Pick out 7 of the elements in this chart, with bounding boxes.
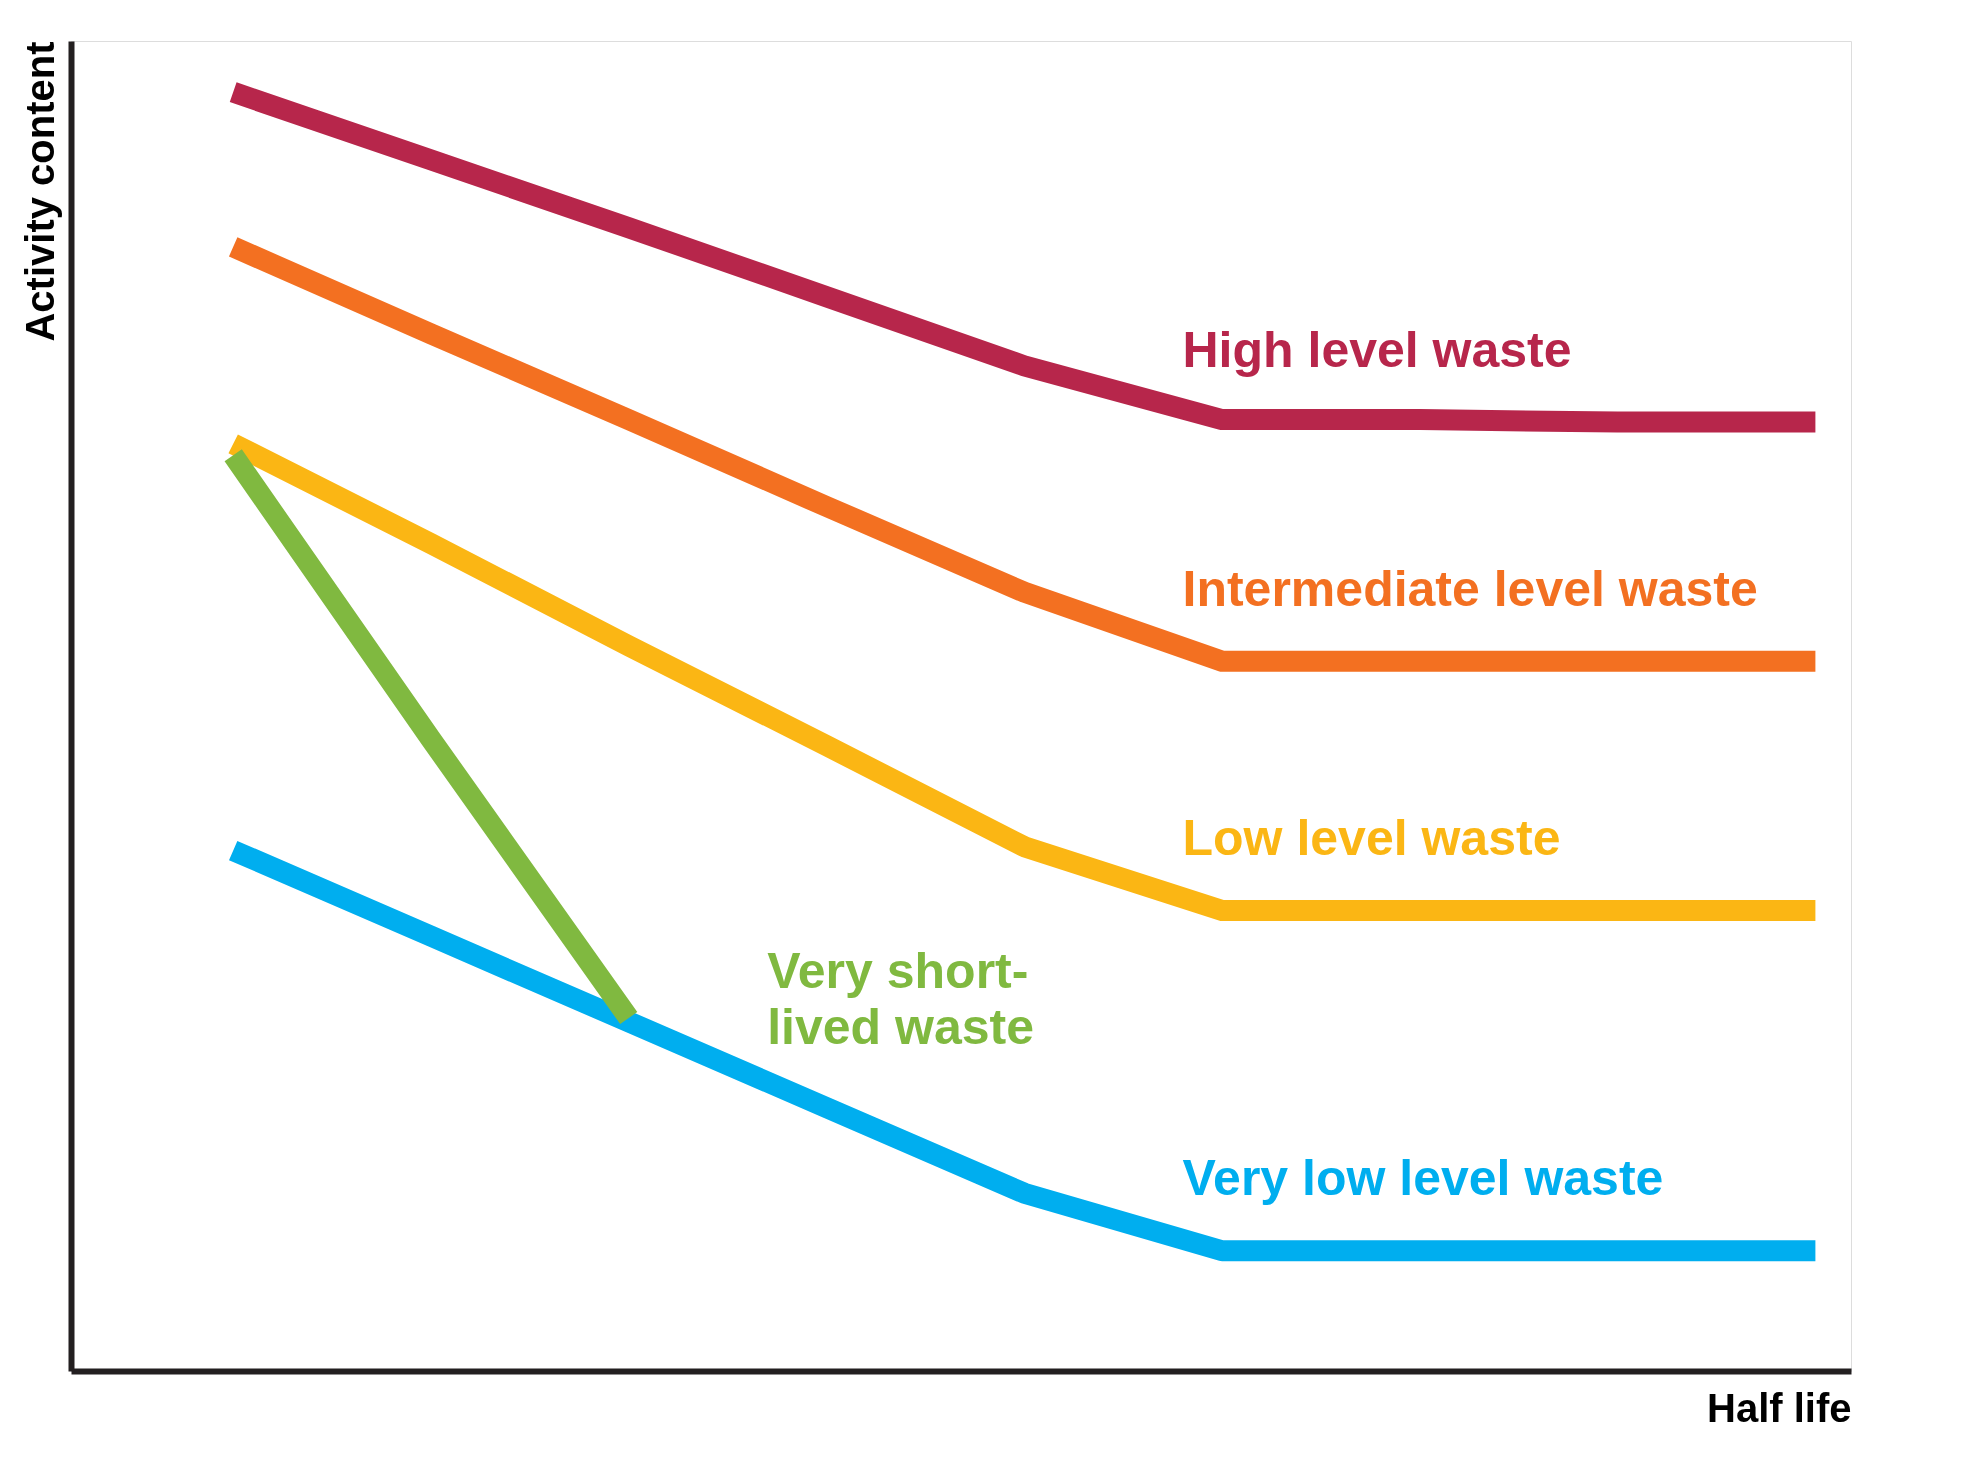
x-axis-title: Half life — [1707, 1385, 1852, 1430]
series-label: High level waste — [1182, 321, 1572, 378]
series-label: Intermediate level waste — [1182, 560, 1758, 617]
y-axis-title: Activity content — [17, 41, 62, 342]
series-label: Very low level waste — [1182, 1150, 1664, 1207]
text: Very short-lived waste — [767, 943, 1034, 1056]
series-label: Low level waste — [1182, 810, 1561, 867]
